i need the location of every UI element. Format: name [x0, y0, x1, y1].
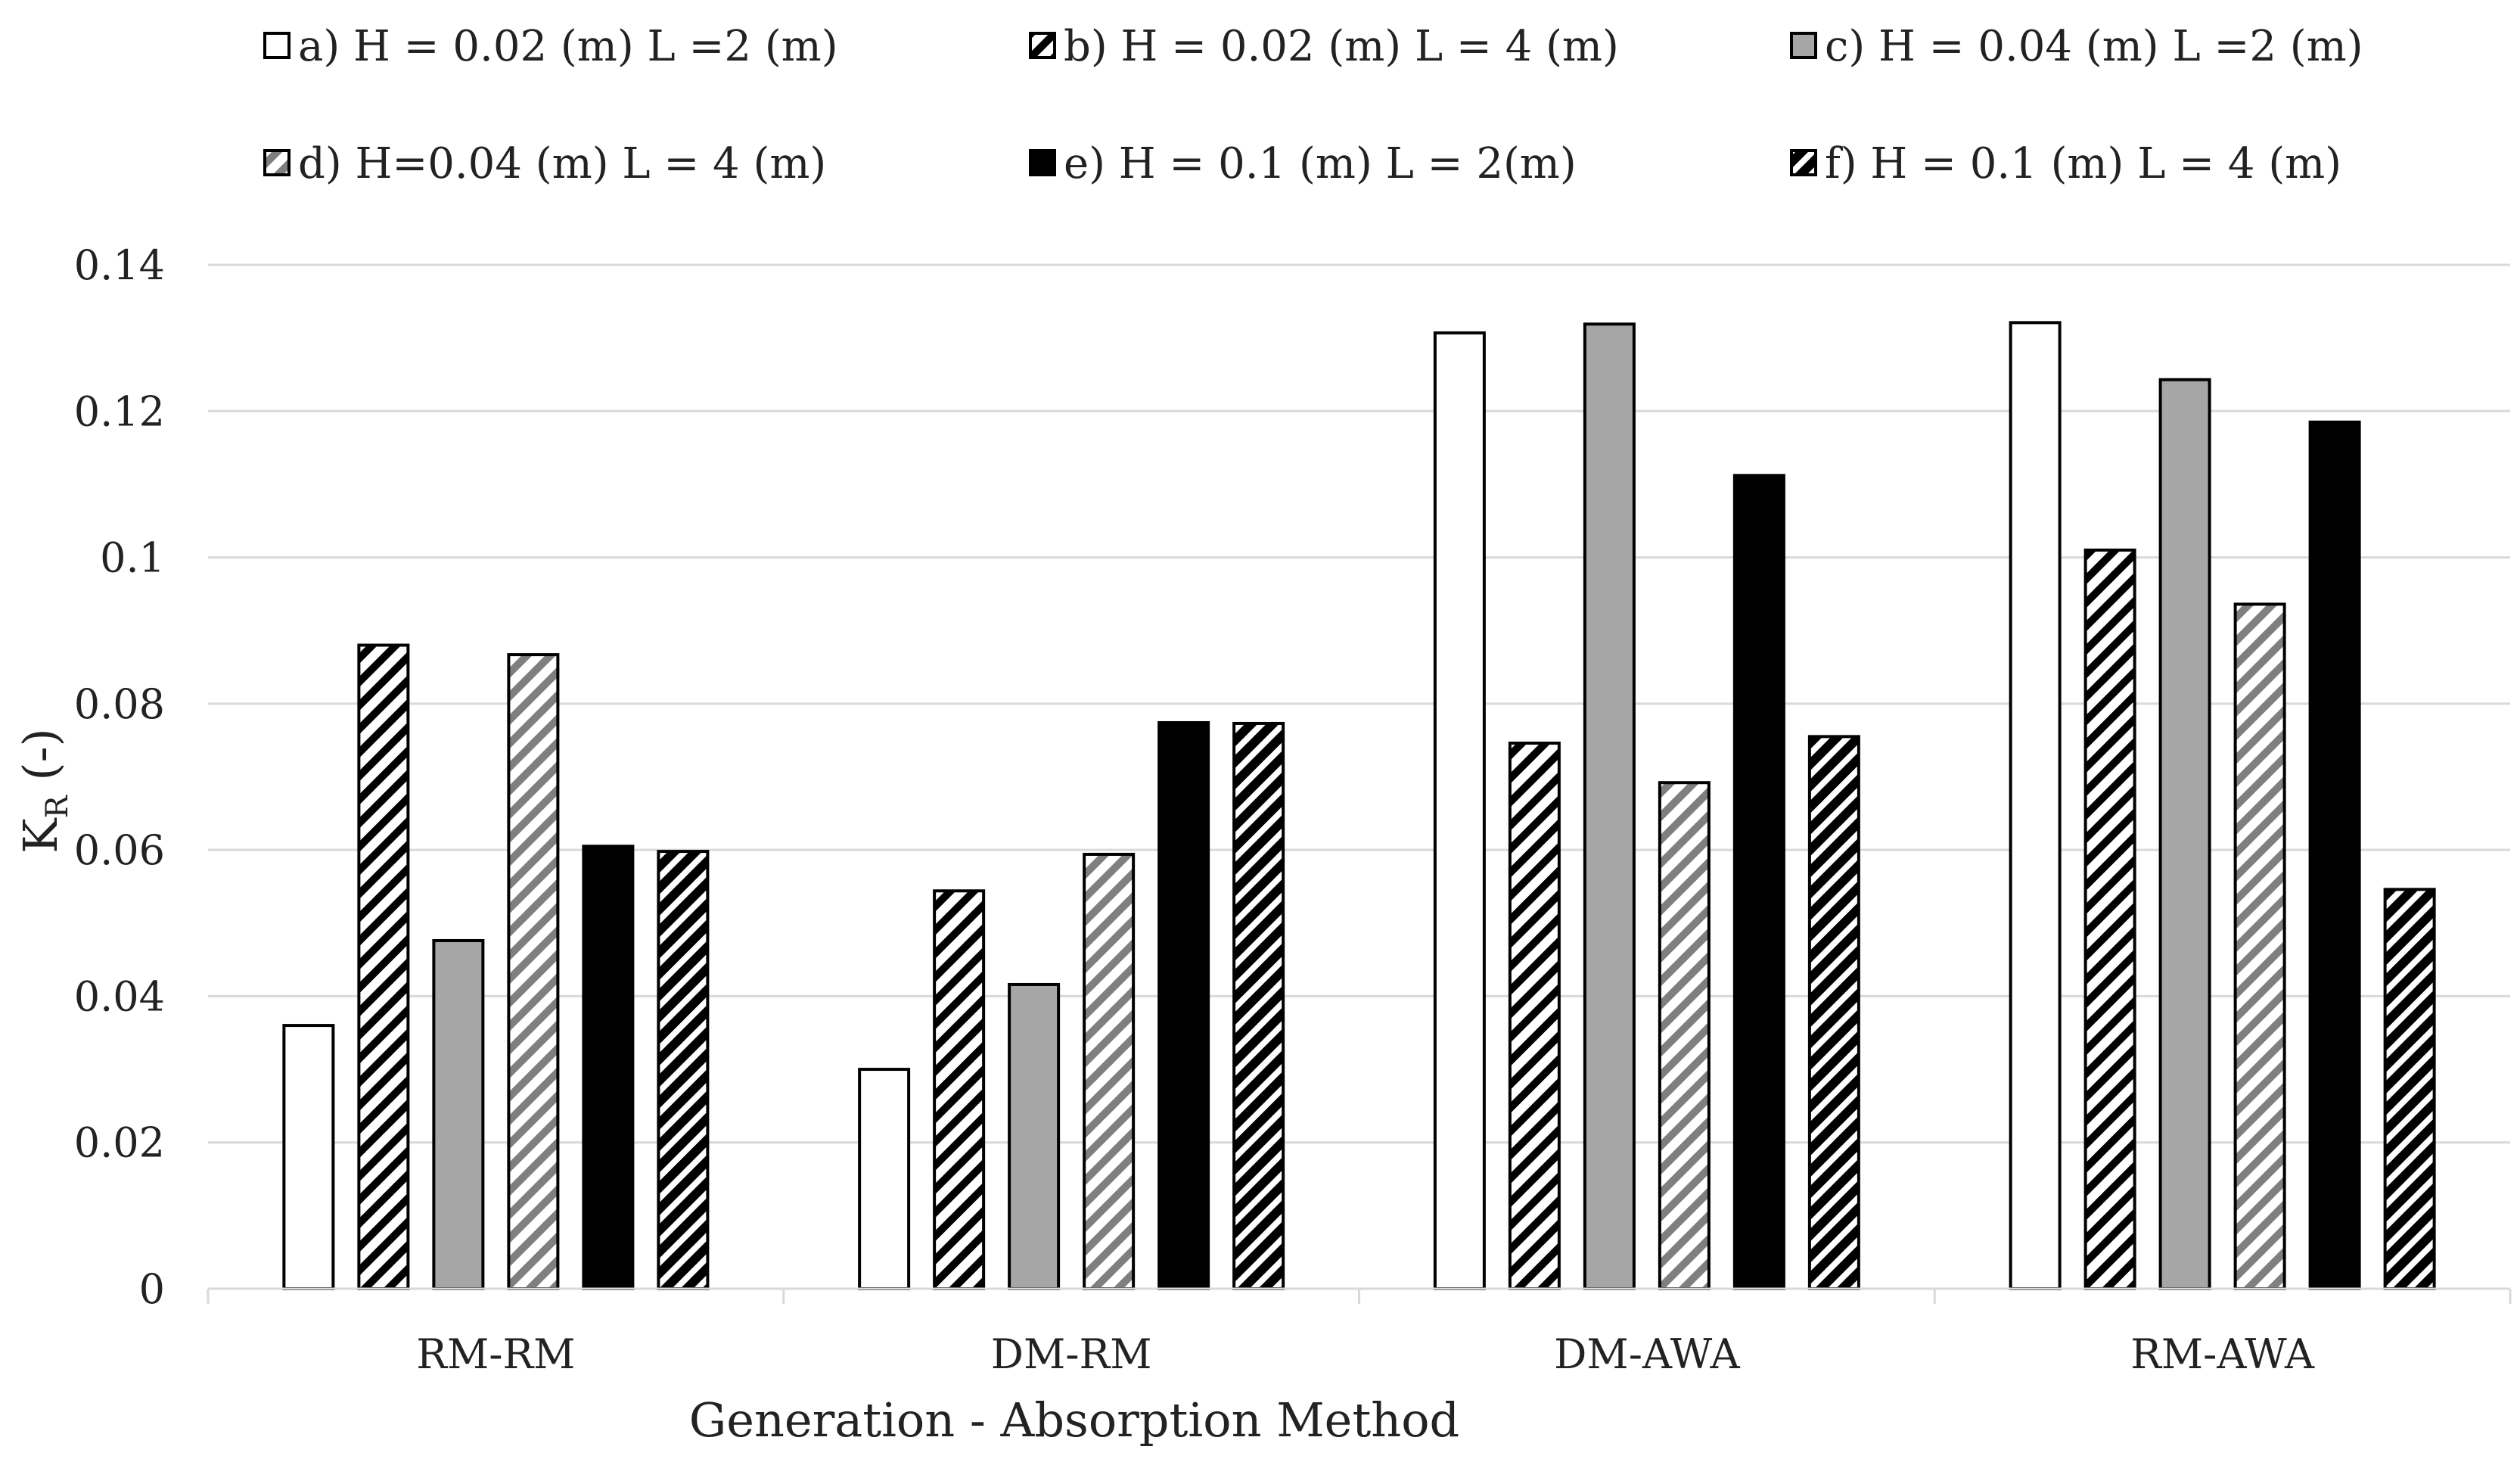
bar-rm-awa-series-4 [2233, 602, 2286, 1290]
legend: a) H = 0.02 (m) L =2 (m) b) H = 0.02 (m) … [263, 22, 2363, 188]
y-axis-title-subscript: R [40, 794, 75, 818]
y-tick-label: 0.02 [74, 1119, 165, 1167]
legend-label: a) H = 0.02 (m) L =2 (m) [298, 22, 838, 71]
y-tick-label: 0.08 [74, 680, 165, 728]
x-axis-ticks: RM-RM DM-RM DM-AWA RM-AWA [416, 1330, 2315, 1378]
bar-dm-rm-series-5 [1157, 720, 1210, 1290]
bar-dm-awa-series-3 [1583, 322, 1636, 1290]
bar-dm-rm-series-3 [1008, 982, 1061, 1290]
bar-rm-rm-series-1 [282, 1024, 335, 1290]
y-tick-label: 0.1 [100, 534, 165, 582]
y-tick-label: 0.12 [74, 387, 165, 435]
bar-rm-awa-series-2 [2083, 548, 2136, 1290]
bar-rm-rm-series-4 [507, 653, 560, 1290]
x-tick-label: RM-AWA [2130, 1330, 2315, 1378]
legend-label: e) H = 0.1 (m) L = 2(m) [1064, 139, 1577, 188]
x-tick-label: RM-RM [416, 1330, 575, 1378]
bar-rm-awa-series-1 [2009, 321, 2062, 1290]
legend-swatch [1790, 32, 1817, 59]
y-axis-ticks: 0 0.02 0.04 0.06 0.08 0.1 0.12 0.14 [74, 241, 165, 1313]
bar-rm-awa-series-6 [2383, 888, 2436, 1290]
y-tick-label: 0 [139, 1265, 165, 1313]
x-tick-label: DM-AWA [1554, 1330, 1740, 1378]
bar-rm-awa-series-5 [2308, 420, 2361, 1291]
x-axis [207, 1287, 2512, 1304]
y-axis-title-suffix: (-) [13, 728, 68, 795]
bar-dm-awa-series-5 [1732, 474, 1785, 1290]
legend-swatch [263, 149, 291, 176]
bar-dm-awa-series-4 [1658, 781, 1711, 1290]
x-tick-label: DM-RM [991, 1330, 1152, 1378]
legend-swatch [1790, 149, 1817, 176]
legend-swatch [1029, 149, 1056, 176]
legend-label: b) H = 0.02 (m) L = 4 (m) [1064, 22, 1619, 71]
legend-label: d) H=0.04 (m) L = 4 (m) [298, 139, 826, 188]
y-tick-label: 0.14 [74, 241, 165, 289]
bars [282, 321, 2436, 1291]
bar-rm-awa-series-3 [2158, 378, 2211, 1291]
y-tick-label: 0.04 [74, 972, 165, 1020]
legend-swatch [263, 32, 291, 59]
y-tick-label: 0.06 [74, 826, 165, 874]
legend-swatch [1029, 32, 1056, 59]
bar-rm-rm-series-5 [582, 845, 635, 1290]
bar-dm-awa-series-6 [1807, 735, 1860, 1290]
y-axis-title-main: K [13, 817, 68, 854]
bar-dm-awa-series-2 [1508, 742, 1561, 1290]
bar-rm-rm-series-6 [657, 850, 710, 1290]
x-axis-title: Generation - Absorption Method [689, 1392, 1460, 1448]
bar-dm-rm-series-4 [1083, 852, 1136, 1290]
legend-label: c) H = 0.04 (m) L =2 (m) [1825, 22, 2363, 71]
bar-rm-rm-series-3 [432, 938, 485, 1290]
bar-dm-rm-series-2 [933, 889, 986, 1290]
bar-rm-rm-series-2 [357, 643, 410, 1290]
bar-dm-rm-series-1 [858, 1068, 911, 1290]
y-axis-title: KR (-) [13, 728, 75, 854]
bar-dm-rm-series-6 [1232, 721, 1285, 1290]
legend-label: f) H = 0.1 (m) L = 4 (m) [1825, 139, 2341, 188]
bar-dm-awa-series-1 [1433, 331, 1486, 1291]
